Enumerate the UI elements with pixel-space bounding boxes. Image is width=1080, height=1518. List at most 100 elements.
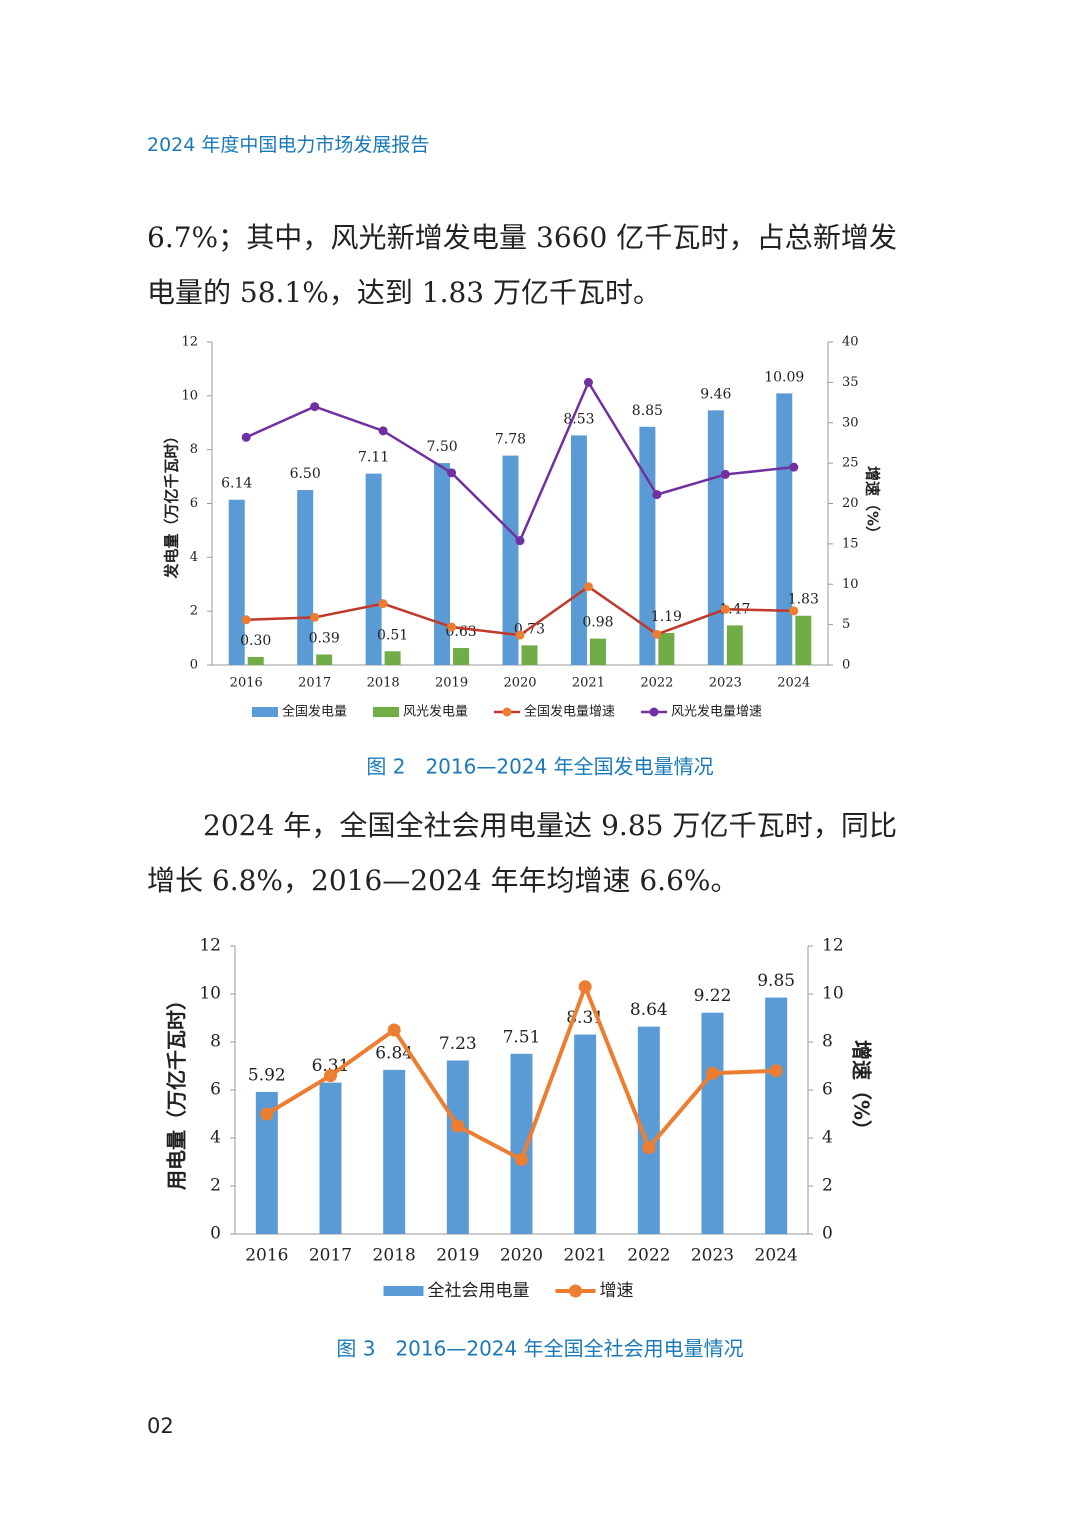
y2-tick-label: 15 [842,536,859,551]
y2-tick-label: 6 [822,1080,833,1100]
value-label: 7.51 [503,1027,541,1047]
y-tick-label: 6 [210,1080,221,1100]
x-tick-label: 2018 [373,1246,416,1266]
value-label: 6.50 [290,466,321,482]
marker [447,622,457,632]
bar [319,1082,342,1234]
marker [515,630,525,640]
legend-label: 风光发电量增速 [671,704,762,720]
y2-tick-label: 12 [822,936,844,956]
bar [521,645,538,665]
marker [447,468,457,478]
legend-swatch [649,707,659,717]
legend-swatch [383,1286,424,1296]
value-label: 1.83 [788,592,819,608]
caption: 图 2 2016—2024 年全国发电量情况 [366,755,713,779]
legend-swatch [373,707,399,717]
y2-axis-label: 增速（%） [850,1040,874,1140]
marker [642,1141,656,1155]
paragraph: 2024 年，全国全社会用电量达 9.85 万亿千瓦时，同比增长 6.8%，20… [147,809,897,897]
bar [589,638,606,665]
y-tick-label: 4 [210,1128,221,1148]
y2-tick-label: 35 [842,375,859,390]
marker [652,490,662,500]
marker [789,462,799,472]
legend-label: 全社会用电量 [428,1281,530,1301]
page-number: 02 [147,1414,174,1438]
caption: 图 3 2016—2024 年全国全社会用电量情况 [336,1337,743,1361]
bar [434,463,451,665]
y-tick-label: 8 [210,1032,221,1052]
y2-tick-label: 4 [822,1128,833,1148]
bar [765,997,788,1234]
y-tick-label: 0 [210,1224,221,1244]
x-tick-label: 2019 [435,676,468,691]
y2-tick-label: 0 [822,1224,833,1244]
marker [387,1023,401,1037]
bar [510,1053,533,1234]
legend-label: 全国发电量增速 [524,704,615,720]
marker [451,1119,465,1133]
marker [706,1066,719,1080]
marker [241,432,251,442]
x-tick-label: 2021 [564,1246,607,1266]
marker [324,1069,337,1083]
x-tick-label: 2024 [755,1246,798,1266]
y-axis-label: 用电量（万亿千瓦时） [165,990,189,1190]
bar [707,410,724,665]
bar [247,656,264,665]
value-label: 0.98 [582,615,613,631]
x-tick-label: 2021 [572,676,605,691]
y-tick-label: 6 [190,496,198,511]
y2-tick-label: 8 [822,1032,833,1052]
y-tick-label: 0 [190,658,198,673]
legend-swatch [502,707,512,717]
x-tick-label: 2022 [640,676,673,691]
x-tick-label: 2022 [627,1246,670,1266]
value-label: 10.09 [764,369,804,385]
y-tick-label: 10 [181,388,198,403]
marker [789,606,799,616]
value-label: 8.85 [632,403,663,419]
marker [260,1107,274,1121]
bar [570,435,587,665]
y2-tick-label: 20 [842,496,859,511]
y2-tick-label: 30 [842,415,859,430]
bar [297,490,314,665]
legend-swatch [252,707,278,717]
y-tick-label: 8 [190,442,198,457]
bar [795,615,812,665]
legend-label: 全国发电量 [282,704,347,720]
x-tick-label: 2019 [436,1246,479,1266]
y-tick-label: 12 [199,936,221,956]
marker [720,604,730,614]
bar [383,1069,406,1234]
marker [515,536,525,546]
x-tick-label: 2023 [691,1246,734,1266]
marker [241,615,251,625]
x-tick-label: 2018 [367,676,400,691]
marker [378,426,388,436]
marker [310,612,320,622]
value-label: 8.53 [563,411,594,427]
y2-tick-label: 10 [842,577,859,592]
bar [658,632,675,665]
bar [255,1091,278,1234]
marker [720,469,730,479]
value-label: 9.85 [757,971,795,991]
bar [365,473,382,665]
marker [310,402,320,412]
y2-tick-label: 0 [842,658,850,673]
bar [228,499,245,665]
value-label: 1.19 [651,609,682,625]
y-axis-label: 发电量（万亿千瓦时） [163,428,181,579]
y2-tick-label: 2 [822,1176,833,1196]
bar [639,426,656,665]
value-label: 0.51 [377,627,408,643]
value-label: 6.14 [221,476,252,492]
bar [502,455,519,665]
bar [316,654,333,665]
legend-swatch [569,1284,582,1298]
